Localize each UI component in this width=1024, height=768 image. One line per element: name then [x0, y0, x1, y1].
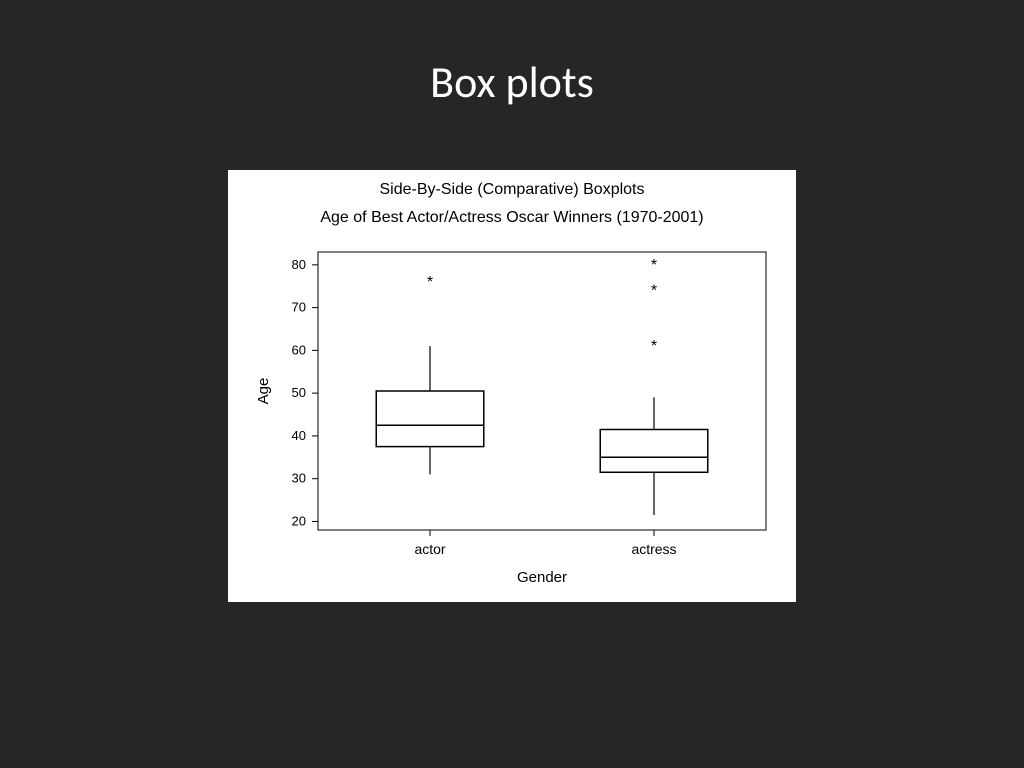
chart-title-2: Age of Best Actor/Actress Oscar Winners …: [320, 209, 703, 226]
outlier-marker: *: [651, 257, 657, 274]
xtick-label: actor: [414, 541, 445, 557]
xtick-label: actress: [631, 541, 676, 557]
ytick-label: 60: [292, 342, 306, 357]
y-axis-label: Age: [255, 378, 272, 405]
ytick-label: 80: [292, 257, 306, 272]
box: [376, 391, 484, 447]
ytick-label: 30: [292, 471, 306, 486]
box: [600, 429, 708, 472]
ytick-label: 40: [292, 428, 306, 443]
ytick-label: 50: [292, 385, 306, 400]
boxplot-chart: Side-By-Side (Comparative) Boxplots Age o…: [228, 170, 796, 602]
x-axis-label: Gender: [517, 569, 567, 586]
slide-title: Box plots: [0, 55, 1024, 109]
ytick-label: 70: [292, 300, 306, 315]
outlier-marker: *: [651, 282, 657, 299]
outlier-marker: *: [651, 338, 657, 355]
outlier-marker: *: [427, 274, 433, 291]
chart-title-1: Side-By-Side (Comparative) Boxplots: [380, 181, 645, 198]
ytick-label: 20: [292, 513, 306, 528]
